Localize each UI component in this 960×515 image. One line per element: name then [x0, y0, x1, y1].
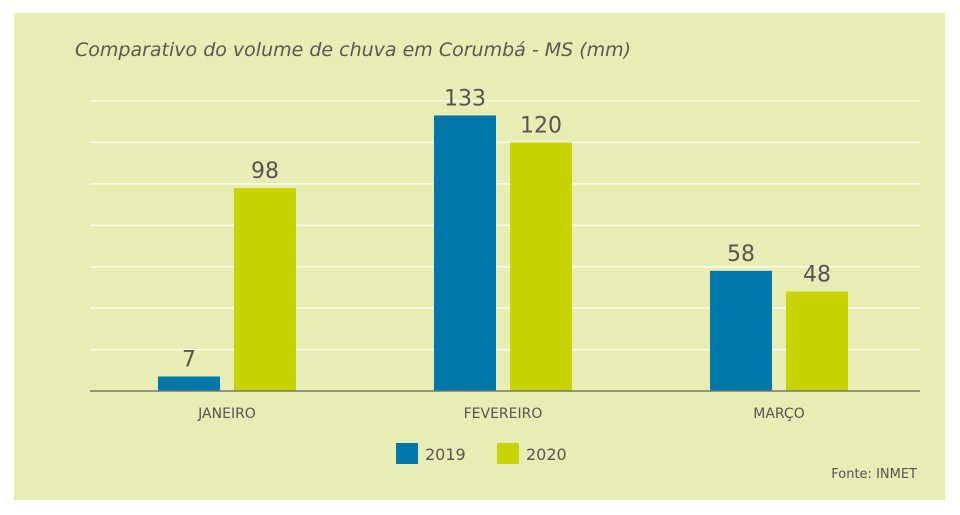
source-note: Fonte: INMET: [831, 467, 917, 482]
bar-2019-fevereiro: [434, 115, 496, 391]
legend-label: 2020: [526, 445, 567, 464]
bar-2020-fevereiro: [510, 142, 572, 391]
legend-swatch-2019: [396, 443, 418, 464]
data-label: 133: [444, 87, 486, 112]
bar-2019-março: [710, 270, 772, 391]
legend-swatch-2020: [497, 443, 519, 464]
data-label: 58: [727, 242, 755, 267]
category-label: MARÇO: [753, 406, 804, 422]
data-label: 7: [182, 348, 196, 373]
data-label: 120: [520, 113, 562, 138]
chart-title: Comparativo do volume de chuva em Corumb…: [75, 39, 631, 61]
bar-2019-janeiro: [158, 376, 220, 391]
legend-label: 2019: [425, 445, 466, 464]
category-label: FEVEREIRO: [464, 406, 543, 422]
data-label: 48: [803, 263, 831, 288]
category-label: JANEIRO: [197, 406, 256, 422]
data-label: 98: [251, 159, 279, 184]
bar-2020-janeiro: [234, 188, 296, 391]
bar-2020-março: [786, 291, 848, 391]
